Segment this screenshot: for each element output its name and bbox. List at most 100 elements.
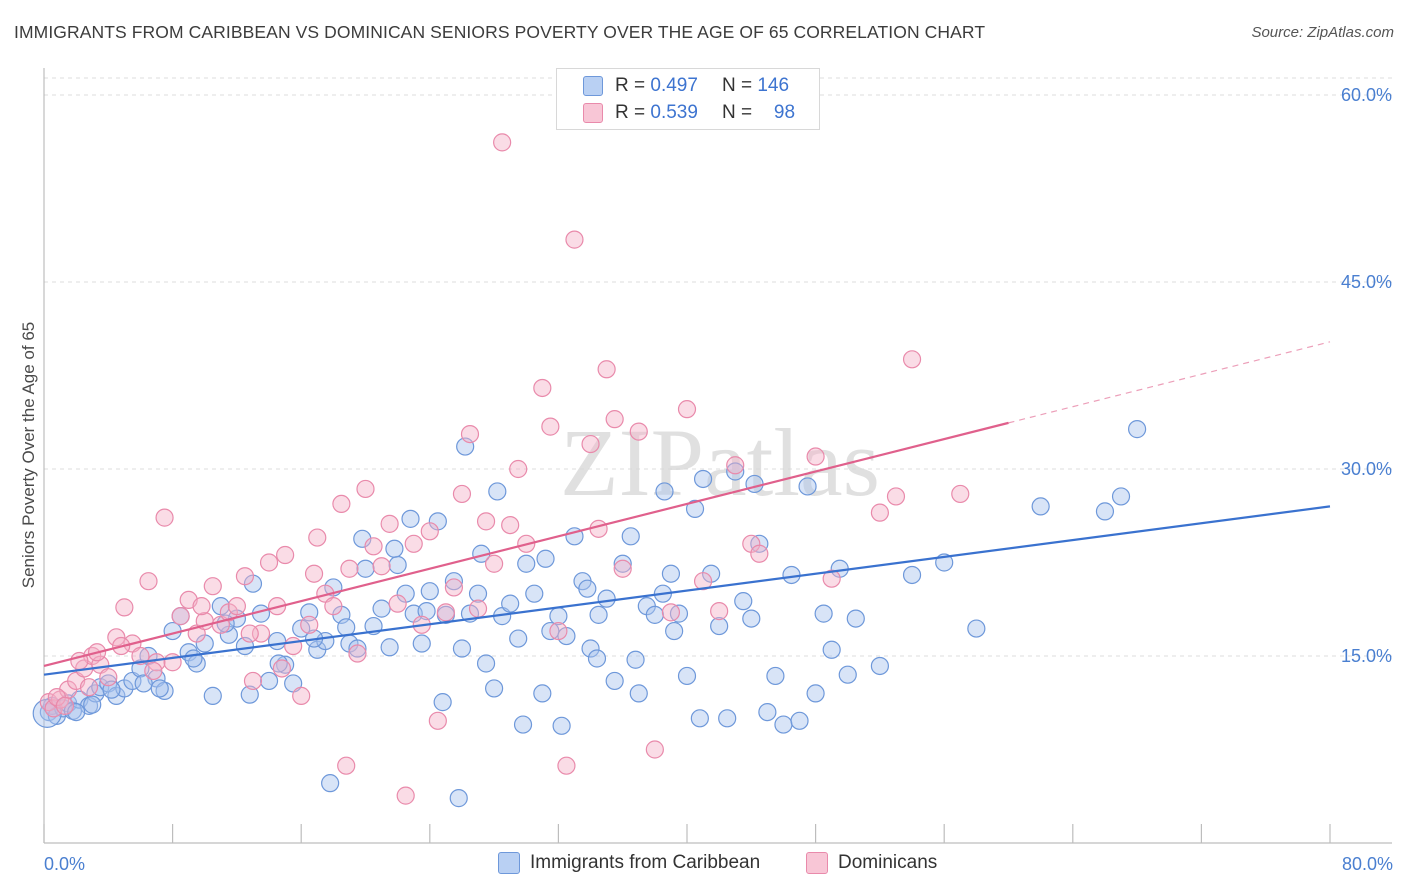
data-point <box>115 598 134 617</box>
legend-n-value: 98 <box>773 102 796 123</box>
data-point <box>433 693 452 712</box>
trend-lines <box>43 341 1331 676</box>
data-point <box>321 774 340 793</box>
data-point <box>665 621 684 641</box>
trend-line <box>43 505 1331 676</box>
data-point <box>782 565 801 585</box>
data-point <box>621 527 640 546</box>
data-point <box>79 678 99 697</box>
data-point <box>597 360 616 379</box>
data-point <box>476 654 496 673</box>
data-point <box>693 469 713 489</box>
data-point <box>513 715 533 734</box>
legend-r-value: 0.497 <box>650 75 698 96</box>
data-point <box>155 681 174 701</box>
data-point <box>284 636 303 656</box>
x-tick-label: 0.0% <box>44 854 85 874</box>
data-point <box>276 545 295 565</box>
data-point <box>107 628 126 647</box>
data-point <box>404 534 423 553</box>
data-point <box>552 716 571 735</box>
data-point <box>581 434 600 454</box>
data-point <box>267 631 287 651</box>
data-point <box>533 684 552 703</box>
legend-n-label: N = <box>721 102 753 123</box>
series-caribbean <box>32 420 1147 808</box>
data-point <box>308 528 327 547</box>
data-point <box>533 378 552 398</box>
data-point <box>83 695 102 714</box>
data-point <box>452 639 472 658</box>
y-tick-label: 30.0% <box>1341 459 1392 479</box>
data-point <box>589 519 608 538</box>
data-point <box>269 654 288 673</box>
data-point <box>578 579 597 598</box>
data-point <box>412 634 431 653</box>
data-point <box>951 484 970 504</box>
data-point <box>184 649 203 668</box>
data-point <box>806 447 825 466</box>
data-point <box>814 604 833 623</box>
data-point <box>292 686 311 705</box>
legend-n-value: 146 <box>757 75 790 96</box>
bottom-legend-label: Dominicans <box>838 852 938 873</box>
bottom-legend-label: Immigrants from Caribbean <box>530 852 761 873</box>
data-point <box>348 639 367 658</box>
legend-swatch-pink <box>583 103 603 123</box>
data-point <box>613 559 632 578</box>
chart-title: IMMIGRANTS FROM CARIBBEAN VS DOMINICAN S… <box>14 22 986 42</box>
data-point <box>385 539 404 558</box>
data-point <box>468 584 488 603</box>
data-point <box>428 711 447 730</box>
data-point <box>822 569 841 588</box>
data-point <box>131 646 150 666</box>
data-point <box>380 514 399 533</box>
data-point <box>886 487 906 506</box>
data-point <box>629 684 648 703</box>
data-point <box>790 711 809 730</box>
series-dominicans <box>39 133 970 805</box>
data-point <box>468 599 488 618</box>
data-point <box>436 603 455 622</box>
data-point <box>655 482 674 501</box>
data-point <box>340 559 359 578</box>
data-point <box>155 508 174 527</box>
data-point <box>485 679 504 698</box>
data-point <box>476 512 496 531</box>
data-point <box>243 671 263 691</box>
data-point <box>541 417 560 436</box>
data-point <box>581 639 600 658</box>
data-point <box>488 482 507 501</box>
legend-r-label: R = <box>615 75 646 96</box>
data-point <box>509 459 528 479</box>
data-point <box>324 597 343 616</box>
data-point <box>300 603 319 622</box>
data-point <box>348 644 367 663</box>
stats-legend: R = 0.497 N = 146 R = 0.539 N = 98 <box>556 68 820 130</box>
data-point <box>589 605 608 624</box>
data-point <box>690 709 709 728</box>
data-point <box>750 544 769 563</box>
data-point <box>332 494 351 514</box>
data-point <box>259 553 279 572</box>
data-point <box>55 696 74 715</box>
data-point <box>517 554 536 573</box>
data-point <box>766 666 785 686</box>
data-point <box>661 603 681 622</box>
data-point <box>203 686 222 705</box>
data-point <box>171 607 190 626</box>
data-point <box>444 572 464 591</box>
data-point <box>417 602 436 621</box>
data-point <box>337 756 356 775</box>
data-point <box>557 756 576 775</box>
data-point <box>605 410 624 429</box>
data-point <box>626 650 645 669</box>
data-point <box>718 709 737 728</box>
data-point <box>485 554 504 573</box>
data-point <box>587 649 607 668</box>
data-point <box>150 679 169 698</box>
data-point <box>902 565 922 585</box>
data-point <box>139 572 158 591</box>
data-point <box>677 666 697 686</box>
y-tick-label: 45.0% <box>1341 272 1392 292</box>
